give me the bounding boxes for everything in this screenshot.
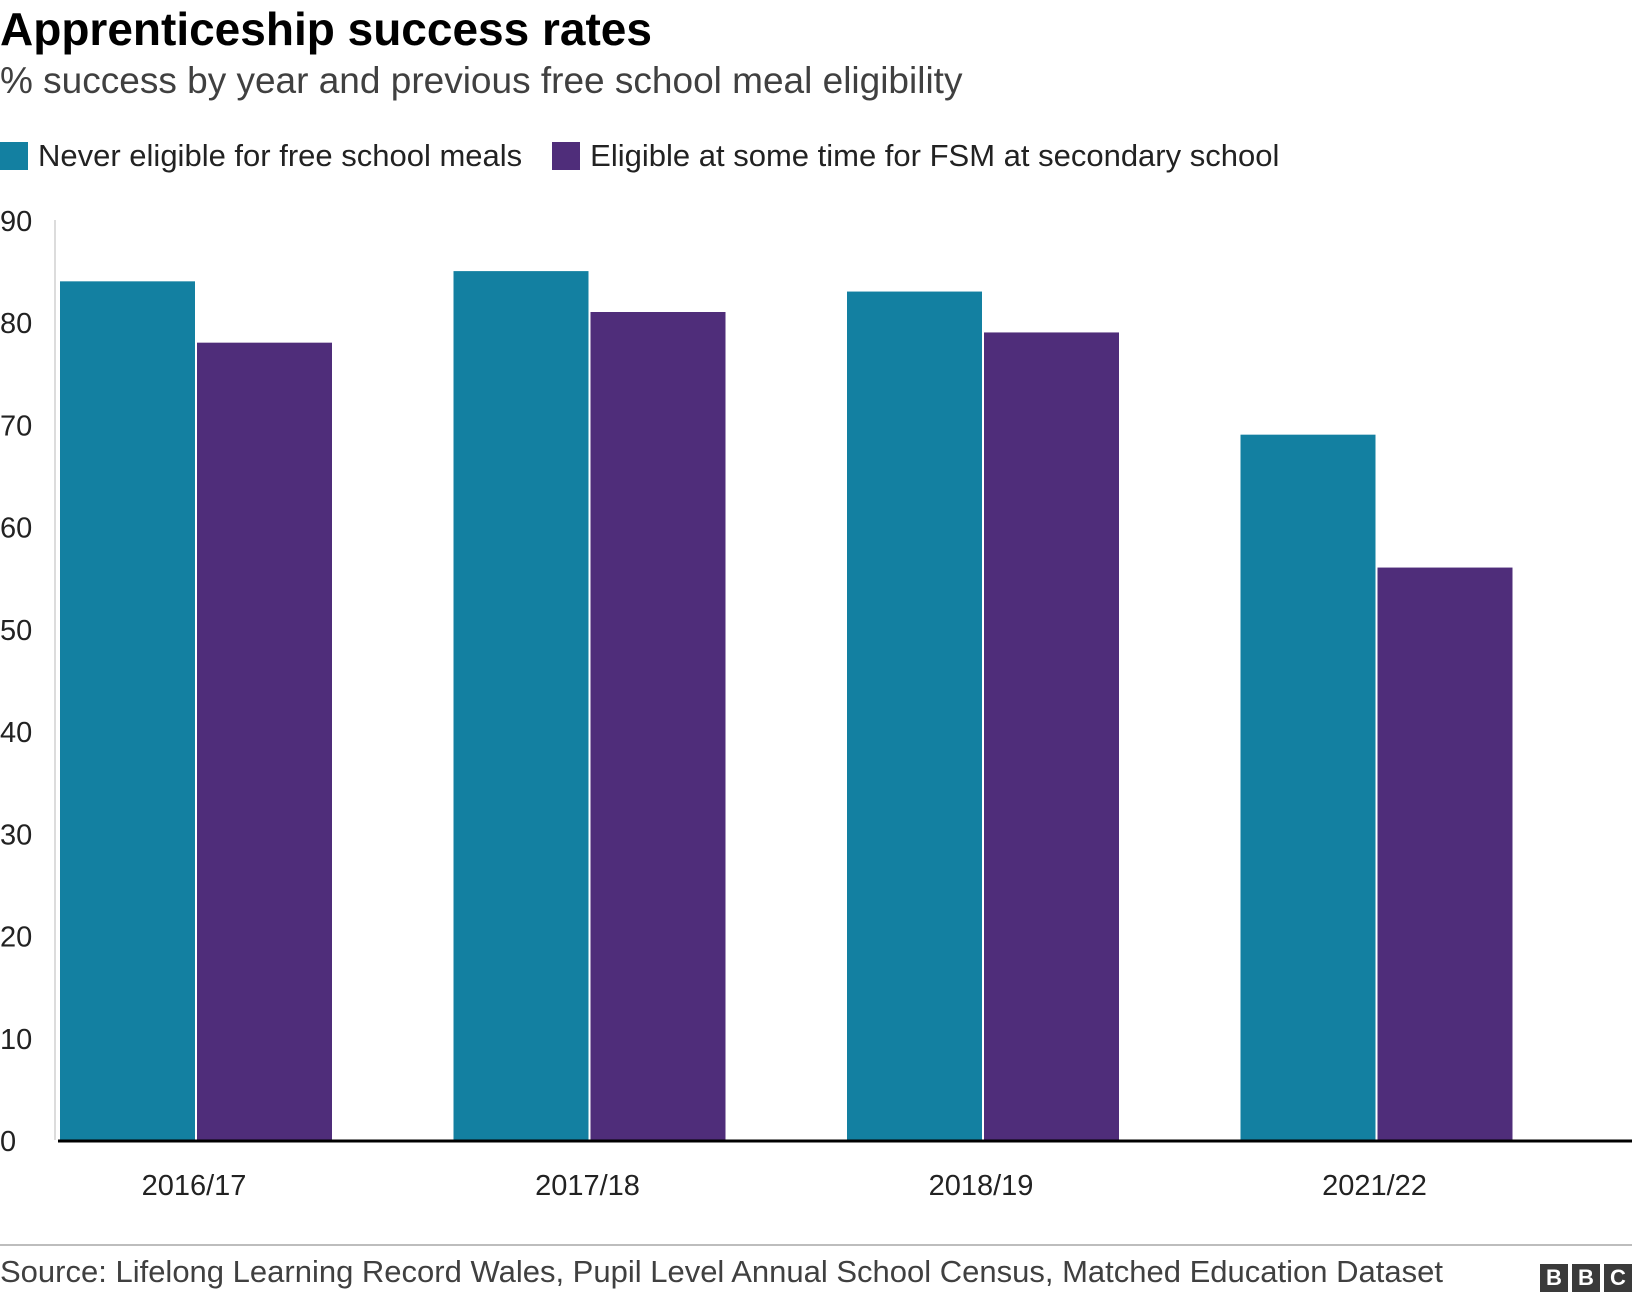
bar-eligible-fsm-2018-19 bbox=[984, 332, 1119, 1140]
bar-chart: 0 10 20 30 40 50 60 70 80 90 2016/17 2017/18 2018/19… bbox=[0, 206, 1632, 1200]
y-tick-label: 60 bbox=[0, 513, 32, 545]
x-tick-label: 2016/17 bbox=[142, 1170, 247, 1200]
legend-item-never-eligible: Never eligible for free school meals bbox=[0, 138, 522, 174]
bbc-logo-letter-2: B bbox=[1572, 1264, 1600, 1292]
bbc-logo: B B C bbox=[1536, 1264, 1632, 1292]
y-tick-label: 30 bbox=[0, 819, 32, 851]
footer-divider bbox=[0, 1244, 1632, 1246]
x-tick-label: 2017/18 bbox=[535, 1170, 640, 1200]
chart-legend: Never eligible for free school meals Eli… bbox=[0, 136, 1309, 176]
y-tick-label: 20 bbox=[0, 922, 32, 954]
y-tick-label: 70 bbox=[0, 410, 32, 442]
y-tick-label: 90 bbox=[0, 206, 32, 238]
legend-item-eligible-fsm: Eligible at some time for FSM at seconda… bbox=[552, 138, 1279, 174]
y-tick-label: 10 bbox=[0, 1024, 32, 1056]
y-tick-label: 0 bbox=[0, 1126, 16, 1158]
y-tick-label: 80 bbox=[0, 308, 32, 340]
x-tick-label: 2021/22 bbox=[1322, 1170, 1427, 1200]
bbc-logo-letter-3: C bbox=[1604, 1264, 1632, 1292]
bar-eligible-fsm-2016-17 bbox=[197, 342, 332, 1140]
legend-label-eligible-fsm: Eligible at some time for FSM at seconda… bbox=[590, 138, 1280, 173]
bar-eligible-fsm-2021-22 bbox=[1377, 567, 1513, 1140]
bar-eligible-fsm-2017-18 bbox=[590, 312, 726, 1140]
chart-subtitle: % success by year and previous free scho… bbox=[0, 60, 963, 101]
bar-never-eligible-2016-17 bbox=[60, 281, 195, 1140]
bbc-logo-letter-1: B bbox=[1540, 1264, 1568, 1292]
y-tick-label: 40 bbox=[0, 717, 32, 749]
bar-never-eligible-2017-18 bbox=[453, 271, 589, 1141]
bar-never-eligible-2021-22 bbox=[1240, 434, 1376, 1140]
y-tick-label: 50 bbox=[0, 615, 32, 647]
legend-label-never-eligible: Never eligible for free school meals bbox=[38, 138, 523, 173]
chart-title: Apprenticeship success rates bbox=[0, 3, 652, 55]
x-tick-label: 2018/19 bbox=[929, 1170, 1034, 1200]
legend-swatch-never-eligible bbox=[0, 142, 28, 170]
source-note: Source: Lifelong Learning Record Wales, … bbox=[0, 1254, 1443, 1289]
bar-never-eligible-2018-19 bbox=[847, 291, 982, 1140]
legend-swatch-eligible-fsm bbox=[552, 142, 581, 170]
